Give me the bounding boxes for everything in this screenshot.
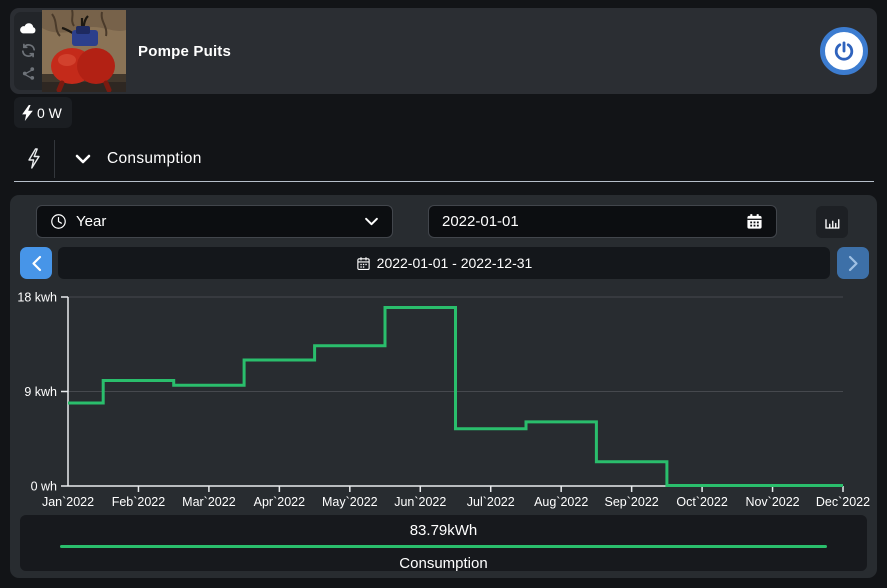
- current-power-value: 0 W: [37, 105, 62, 121]
- tab-divider: [54, 140, 55, 178]
- x-axis-label: Oct`2022: [676, 495, 727, 509]
- consumption-chart[interactable]: 18 kwh 9 kwh 0 whJan`2022 Feb`2022 Mar`2022 A…: [10, 288, 877, 516]
- cloud-icon[interactable]: [19, 22, 37, 35]
- chevron-down-icon[interactable]: [75, 154, 91, 164]
- legend-color-line: [60, 545, 827, 548]
- consumption-panel: Year 2022-01-01: [10, 195, 877, 578]
- device-photo[interactable]: [42, 10, 126, 92]
- bolt-outline-icon: [14, 148, 54, 169]
- period-select-value: Year: [76, 213, 106, 230]
- power-button[interactable]: [820, 27, 868, 75]
- consumption-tab-row: Consumption: [14, 136, 874, 182]
- chart-type-button[interactable]: [816, 206, 848, 238]
- calendar-icon: [356, 256, 371, 271]
- x-axis-label: Sep`2022: [605, 495, 659, 509]
- current-power-badge: 0 W: [14, 97, 72, 128]
- x-axis-label: Jul`2022: [467, 495, 515, 509]
- y-axis-label: 18 kwh: [17, 291, 57, 305]
- refresh-icon[interactable]: [20, 42, 37, 59]
- x-axis-label: Apr`2022: [254, 495, 305, 509]
- period-select[interactable]: Year: [36, 205, 393, 238]
- prev-period-button[interactable]: [20, 247, 52, 279]
- x-axis-label: Nov`2022: [745, 495, 799, 509]
- date-value: 2022-01-01: [442, 213, 519, 230]
- y-axis-label: 9 kwh: [24, 385, 57, 399]
- x-axis-label: Jan`2022: [42, 495, 94, 509]
- date-input[interactable]: 2022-01-01: [428, 205, 777, 238]
- x-axis-label: Mar`2022: [182, 495, 236, 509]
- next-period-button[interactable]: [837, 247, 869, 279]
- series-line-consumption: [68, 308, 843, 486]
- chevron-down-icon: [364, 217, 379, 226]
- power-icon: [831, 38, 857, 64]
- calendar-icon[interactable]: [746, 213, 763, 230]
- bar-chart-icon: [823, 213, 841, 231]
- header-icon-strip: [14, 12, 42, 90]
- legend-series-label: Consumption: [20, 555, 867, 572]
- tab-consumption[interactable]: Consumption: [107, 150, 202, 168]
- bolt-icon: [22, 105, 33, 121]
- chart-legend[interactable]: 83.79kWh Consumption: [20, 515, 867, 571]
- share-icon[interactable]: [21, 66, 36, 81]
- date-range-label: 2022-01-01 - 2022-12-31: [377, 255, 533, 271]
- page-title: Pompe Puits: [138, 8, 231, 94]
- x-axis-label: May`2022: [322, 495, 378, 509]
- x-axis-label: Dec`2022: [816, 495, 870, 509]
- device-header: Pompe Puits: [10, 8, 877, 94]
- date-range-bar[interactable]: 2022-01-01 - 2022-12-31: [58, 247, 830, 279]
- total-consumption-value: 83.79kWh: [20, 515, 867, 539]
- clock-icon: [50, 213, 67, 230]
- y-axis-label: 0 wh: [31, 480, 57, 494]
- x-axis-label: Jun`2022: [394, 495, 446, 509]
- x-axis-label: Feb`2022: [112, 495, 166, 509]
- x-axis-label: Aug`2022: [534, 495, 588, 509]
